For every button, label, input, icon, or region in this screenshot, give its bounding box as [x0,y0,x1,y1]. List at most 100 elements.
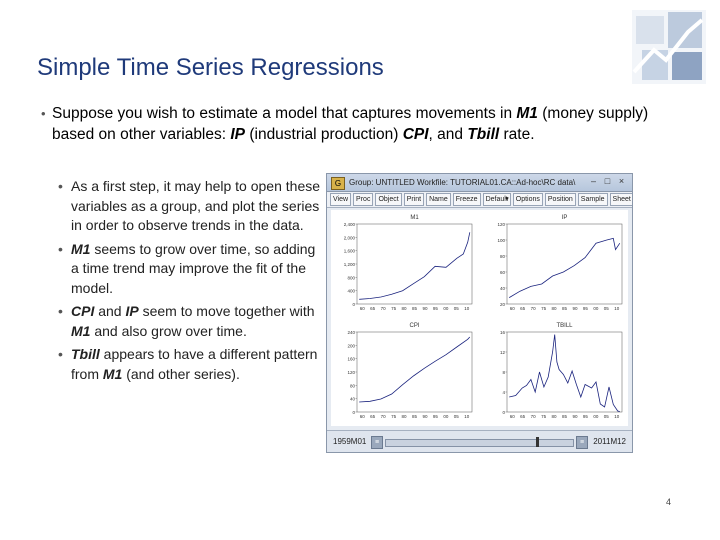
y-tick-label: 120 [497,222,505,227]
x-tick-label: 75 [391,414,397,419]
x-tick-label: 60 [510,414,516,419]
sample-end-label: 2011M12 [593,437,626,446]
object-button[interactable]: Object [375,193,402,206]
text-run: seem to move together with [138,303,315,319]
bullet-dot: • [58,303,63,319]
y-tick-label: 1,600 [344,249,356,254]
x-tick-label: 85 [562,414,568,419]
x-tick-label: 85 [412,414,418,419]
y-tick-label: 60 [500,270,506,275]
x-tick-label: 60 [510,306,516,311]
slide-title: Simple Time Series Regressions [37,54,384,81]
print-button[interactable]: Print [403,193,425,206]
x-tick-label: 70 [381,414,387,419]
slider-left-icon[interactable]: ≡ [371,436,383,449]
bullet-dot: • [58,346,63,362]
emphasis-text: CPI [71,303,95,319]
x-tick-label: 05 [604,414,610,419]
y-tick-label: 100 [497,238,505,243]
sheet-button[interactable]: Sheet [609,193,632,206]
page-number: 4 [666,497,672,507]
slider-right-icon[interactable]: ≡ [576,436,588,449]
emphasis-text: CPI [402,126,429,143]
x-tick-label: 95 [583,306,589,311]
emphasis-text: M1 [102,365,123,382]
sample-slider-bar: 1959M01 ≡ ≡ 2011M12 [327,430,632,452]
chart-title: IP [562,215,568,221]
x-tick-label: 65 [520,414,526,419]
options-button[interactable]: Options [512,193,543,206]
freeze-button[interactable]: Freeze [452,193,481,206]
y-tick-label: 16 [500,330,506,335]
default-select[interactable]: Default [482,193,511,206]
x-tick-label: 85 [412,306,418,311]
view-button[interactable]: View [330,193,352,206]
x-tick-label: 95 [433,414,439,419]
x-tick-label: 70 [531,414,537,419]
x-tick-label: 80 [402,414,408,419]
series-line [359,232,471,300]
sub-bullet-item: • As a first step, it may help to open th… [58,177,326,236]
y-tick-label: 400 [347,289,355,294]
x-tick-label: 05 [454,414,460,419]
y-tick-label: 200 [347,343,355,348]
y-tick-label: 80 [350,383,356,388]
app-icon: G [331,177,345,190]
y-tick-label: 120 [347,370,355,375]
text-run: (industrial production) [245,126,403,143]
x-tick-label: 10 [464,306,470,311]
sub-bullet-item: • Tbill appears to have a different patte… [58,345,326,384]
name-button[interactable]: Name [426,193,451,206]
x-tick-label: 00 [443,306,449,311]
sub-bullet-list: • As a first step, it may help to open th… [58,177,326,388]
window-titlebar[interactable]: G Group: UNTITLED Workfile: TUTORIAL01.C… [327,174,632,192]
maximize-icon[interactable]: □ [604,176,611,186]
chart-panel: M1 2,400 2,000 1,600 1,200 800 400 0 60 65 70 75 80 8… [344,215,473,311]
series-line [508,237,621,298]
x-tick-label: 10 [614,306,620,311]
emphasis-text: M1 [71,322,91,339]
emphasis-text: M1 [516,105,538,122]
x-tick-label: 90 [422,306,428,311]
proc-button[interactable]: Proc [353,193,374,206]
eviews-group-window[interactable]: G Group: UNTITLED Workfile: TUTORIAL01.C… [326,173,633,453]
bullet-dot: • [41,106,46,121]
x-tick-label: 75 [541,306,547,311]
chart-panel: CPI 240 200 160 120 80 40 0 60 65 70 75 80 85 90 95 00 05… [347,323,473,419]
minimize-icon[interactable]: – [590,176,596,186]
sample-start-label: 1959M01 [333,437,367,446]
x-tick-label: 90 [572,306,578,311]
bullet-dot: • [58,240,63,257]
sub-bullet-item: • M1 seems to grow over time, so adding a… [58,240,326,299]
text-run: (money supply) based on other variables: [52,105,649,143]
x-tick-label: 65 [370,414,376,419]
x-tick-label: 80 [552,306,558,311]
emphasis-text: Tbill [467,126,500,143]
x-tick-label: 80 [402,306,408,311]
emphasis-text: IP [125,303,139,319]
x-tick-label: 70 [531,306,537,311]
y-tick-label: 40 [500,286,506,291]
main-bullet-text: Suppose you wish to estimate a model tha… [52,105,648,143]
close-icon[interactable]: × [618,176,625,186]
chart-title: CPI [409,323,419,329]
series-line [509,334,620,412]
position-button[interactable]: Position [544,193,576,206]
slider-thumb[interactable] [536,437,539,447]
plot-frame [356,223,473,305]
x-tick-label: 75 [541,414,547,419]
sample-button[interactable]: Sample [577,193,608,206]
x-tick-label: 10 [614,414,620,419]
x-tick-label: 00 [593,306,599,311]
chart-panel: TBILL 16 12 8 4 0 60 65 70 75 80 85 90 95 00 05 10 [500,323,623,419]
series-line [359,336,471,403]
y-tick-label: 0 [502,410,505,415]
y-tick-label: 240 [347,330,355,335]
x-tick-label: 90 [422,414,428,419]
text-run: appears to have a different pattern from [71,346,318,382]
sample-slider[interactable] [385,437,574,447]
x-tick-label: 80 [552,414,558,419]
sub-bullet-item: • CPI and IP seem to move together with M… [58,302,326,341]
y-tick-label: 160 [347,357,355,362]
